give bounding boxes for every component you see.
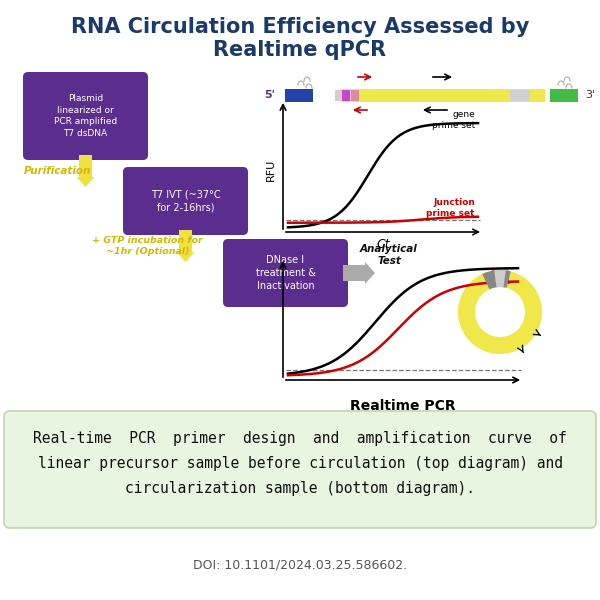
Text: + GTP incubation for
~1hr (Optional): + GTP incubation for ~1hr (Optional) — [92, 236, 203, 256]
Wedge shape — [482, 270, 511, 289]
Circle shape — [475, 287, 525, 337]
Text: Realtime PCR: Realtime PCR — [350, 399, 456, 413]
Bar — [351, 89, 359, 100]
Text: T7 IVT (~37°C
for 2-16hrs): T7 IVT (~37°C for 2-16hrs) — [151, 190, 220, 212]
Text: Real-time  PCR  primer  design  and  amplification  curve  of
linear precursor s: Real-time PCR primer design and amplific… — [33, 431, 567, 496]
Text: 5': 5' — [265, 90, 275, 100]
Text: Junction
prime set: Junction prime set — [427, 198, 475, 218]
FancyBboxPatch shape — [23, 72, 148, 160]
Bar — [285, 88, 313, 101]
Text: Analytical
Test: Analytical Test — [360, 244, 418, 266]
Text: 3': 3' — [585, 90, 595, 100]
Bar — [340, 88, 545, 101]
FancyBboxPatch shape — [223, 239, 348, 307]
Text: RNA Circulation Efficiency Assessed by: RNA Circulation Efficiency Assessed by — [71, 17, 529, 37]
FancyArrow shape — [176, 230, 194, 262]
Bar — [342, 89, 350, 100]
Bar — [510, 89, 530, 100]
Text: DNase I
treatment &
Inactivation: DNase I treatment & Inactivation — [256, 255, 316, 291]
Circle shape — [458, 270, 542, 354]
Text: gene
prime set: gene prime set — [432, 110, 475, 130]
Text: Plasmid
linearized or
PCR amplified
T7 dsDNA: Plasmid linearized or PCR amplified T7 d… — [54, 94, 117, 138]
FancyArrow shape — [77, 155, 95, 187]
FancyArrow shape — [343, 262, 375, 284]
Text: DOI: 10.1101/2024.03.25.586602.: DOI: 10.1101/2024.03.25.586602. — [193, 559, 407, 571]
Text: Ct: Ct — [376, 238, 390, 251]
Text: RFU: RFU — [266, 159, 276, 181]
Text: ε1/ε2: ε1/ε2 — [491, 269, 509, 275]
Bar — [335, 89, 355, 100]
FancyBboxPatch shape — [4, 411, 596, 528]
FancyBboxPatch shape — [123, 167, 248, 235]
Bar — [550, 88, 578, 101]
Text: Purification: Purification — [24, 166, 91, 176]
Text: Realtime qPCR: Realtime qPCR — [214, 40, 386, 60]
Wedge shape — [494, 270, 506, 287]
